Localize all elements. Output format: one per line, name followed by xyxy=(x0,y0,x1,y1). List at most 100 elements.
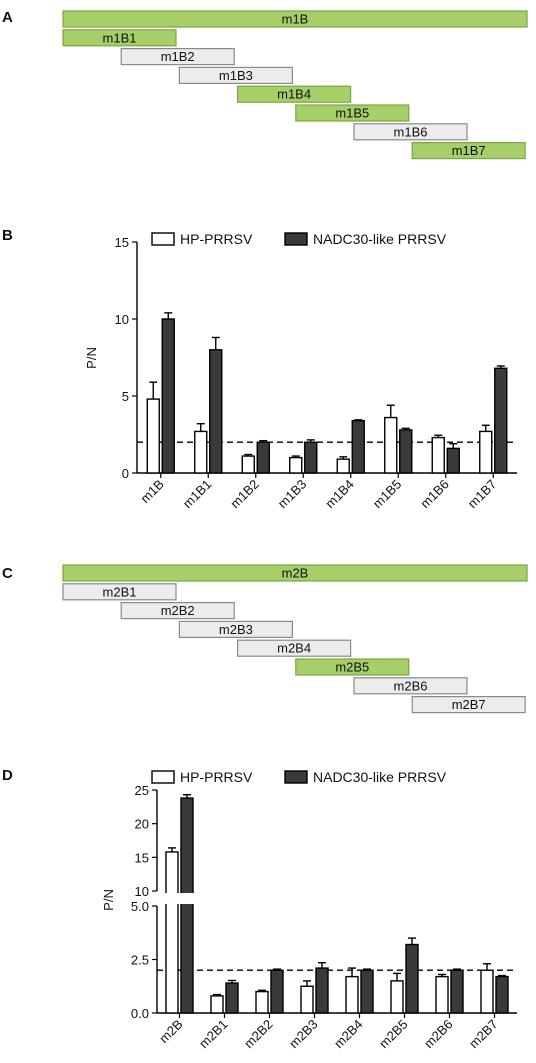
fragment-label: m2B1 xyxy=(103,584,137,599)
bar-nadc-m2B3 xyxy=(315,967,329,1014)
x-tick-label: m2B5 xyxy=(376,1017,411,1052)
legend-label-hp: HP-PRRSV xyxy=(180,769,253,785)
fragment-label: m2B7 xyxy=(452,697,486,712)
legend-label-hp: HP-PRRSV xyxy=(180,231,253,247)
bar-nadc-m2B xyxy=(180,797,194,1014)
bar-hp-m1B5 xyxy=(384,416,398,474)
panel-letter-a: A xyxy=(2,9,13,26)
fragment-bar-m1B7 xyxy=(411,142,526,160)
axis-break-gap xyxy=(155,893,519,904)
fragment-bar-m1B3 xyxy=(178,66,293,85)
bar-nadc-m1B2 xyxy=(256,441,270,474)
panel-letter-d: D xyxy=(2,767,13,784)
bar-hp-m2B4 xyxy=(345,975,359,1014)
fragment-bar-m1B5 xyxy=(295,104,410,122)
fragment-label: m2B5 xyxy=(335,660,369,675)
fragment-label: m1B3 xyxy=(219,68,253,83)
fragment-bar-m1B xyxy=(62,10,528,28)
x-tick-label: m1B2 xyxy=(227,477,262,512)
x-tick-label: m1B4 xyxy=(322,477,357,512)
fragment-label: m2B6 xyxy=(394,678,428,693)
x-tick-label: m1B7 xyxy=(465,477,500,512)
y-tick-label: 10 xyxy=(135,884,149,899)
bar-hp-m2B5 xyxy=(390,980,404,1014)
bar-hp-m1B xyxy=(146,398,160,474)
fragment-bar-m1B6 xyxy=(353,123,468,141)
bar-nadc-m2B4 xyxy=(360,969,374,1014)
legend-swatch-hp xyxy=(151,232,175,246)
bar-nadc-m2B5 xyxy=(405,943,419,1014)
y-tick-label: 20 xyxy=(135,817,149,832)
x-tick-label: m2B3 xyxy=(286,1017,321,1052)
bar-hp-m1B3 xyxy=(289,456,303,474)
y-tick-label: 15 xyxy=(115,235,129,250)
fragment-bar-m2B6 xyxy=(353,677,468,695)
fragment-bar-m2B5 xyxy=(295,658,410,676)
bar-nadc-m2B1 xyxy=(225,982,239,1014)
bar-nadc-m2B7 xyxy=(495,975,509,1014)
bar-hp-m2B xyxy=(165,851,179,1014)
fragment-label: m2B xyxy=(282,566,309,581)
bar-hp-m1B4 xyxy=(336,458,350,474)
y-axis-title: P/N xyxy=(101,889,116,911)
legend-label-nadc: NADC30-like PRRSV xyxy=(313,769,447,785)
fragment-label: m1B2 xyxy=(161,49,195,64)
fragment-label: m1B6 xyxy=(394,124,428,139)
fragment-label: m2B4 xyxy=(277,641,311,656)
bar-hp-m1B6 xyxy=(431,436,445,474)
bar-nadc-m2B6 xyxy=(450,969,464,1014)
bar-chart-d: 0.0 2.5 5.010 15 20 25 P/N m2B m2B1 m2B2 m2B3 m2B4 m… xyxy=(101,769,519,1051)
legend-label-nadc: NADC30-like PRRSV xyxy=(313,231,447,247)
fragment-bar-m2B2 xyxy=(120,601,235,620)
fragment-bar-m2B7 xyxy=(411,695,526,714)
x-tick-label: m2B4 xyxy=(331,1017,366,1052)
x-tick-label: m2B7 xyxy=(466,1017,501,1052)
fragment-label: m1B5 xyxy=(335,106,369,121)
x-tick-label: m2B xyxy=(156,1017,186,1047)
fragment-label: m1B xyxy=(282,12,309,27)
y-tick-label: 5 xyxy=(122,389,129,404)
y-tick-label: 10 xyxy=(115,312,129,327)
fragment-label: m1B4 xyxy=(277,87,311,102)
y-tick-label: 0 xyxy=(122,466,129,481)
bar-nadc-m1B4 xyxy=(351,419,365,474)
y-tick-label: 2.5 xyxy=(131,953,149,968)
fragment-bar-m1B4 xyxy=(237,85,352,103)
x-tick-label: m2B6 xyxy=(421,1017,456,1052)
bar-nadc-m1B1 xyxy=(209,349,223,474)
y-tick-label: 15 xyxy=(135,850,149,865)
y-tick-label: 5.0 xyxy=(131,899,149,914)
x-tick-label: m1B xyxy=(137,477,167,507)
panel-letter-b: B xyxy=(2,227,13,244)
bar-hp-m2B6 xyxy=(435,975,449,1014)
y-tick-label: 0.0 xyxy=(131,1006,149,1021)
x-tick-label: m1B3 xyxy=(275,477,310,512)
panel-letter-c: C xyxy=(2,565,13,582)
legend-swatch-nadc xyxy=(284,770,308,784)
x-tick-label: m2B1 xyxy=(196,1017,231,1052)
fragment-bar-m1B1 xyxy=(62,29,177,47)
bar-nadc-m1B5 xyxy=(399,429,413,474)
y-tick-label: 25 xyxy=(135,783,149,798)
fragment-map-c: m2B m2B1 m2B2 m2B3 m2B4 m2B5 m2B6 m2B7 xyxy=(62,564,528,714)
fragment-bar-m2B1 xyxy=(62,583,177,601)
x-tick-label: m1B6 xyxy=(417,477,452,512)
bar-hp-m2B2 xyxy=(255,990,269,1014)
bar-nadc-m1B7 xyxy=(494,367,508,474)
bar-hp-m1B7 xyxy=(479,430,493,474)
fragment-label: m1B7 xyxy=(452,143,486,158)
x-tick-label: m2B2 xyxy=(241,1017,276,1052)
bar-hp-m1B2 xyxy=(241,455,255,474)
bar-hp-m2B3 xyxy=(300,985,314,1014)
fragment-label: m2B3 xyxy=(219,622,253,637)
y-axis-title: P/N xyxy=(84,347,99,369)
fragment-bar-m2B xyxy=(62,564,528,582)
fragment-bar-m1B2 xyxy=(120,47,235,66)
fragment-map-a: m1B m1B1 m1B2 m1B3 m1B4 m1B5 m1B6 m1B7 xyxy=(62,10,528,160)
fragment-label: m1B1 xyxy=(103,30,137,45)
bar-nadc-m2B2 xyxy=(270,969,284,1014)
bar-nadc-m1B xyxy=(161,318,175,474)
bar-nadc-m1B6 xyxy=(446,447,460,474)
legend-swatch-hp xyxy=(151,770,175,784)
